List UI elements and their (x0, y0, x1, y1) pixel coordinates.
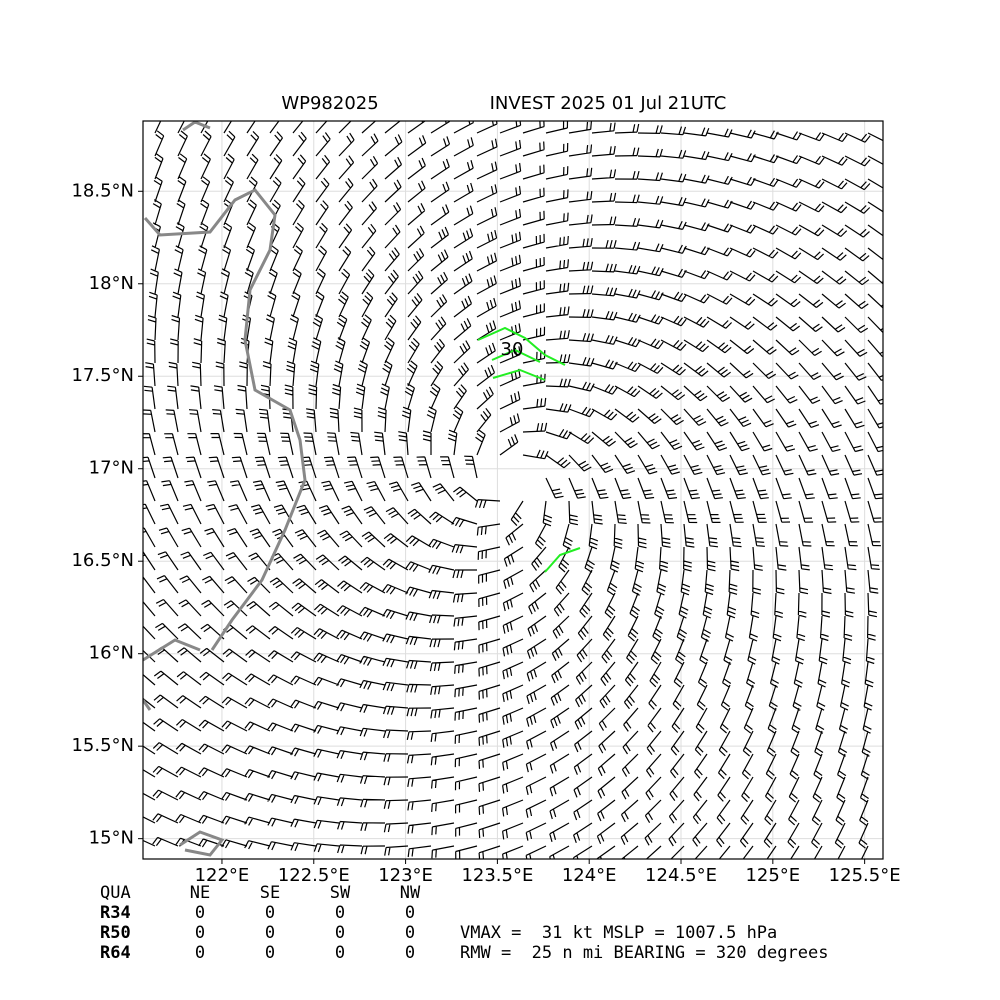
x-tick-label: 125.5°E (829, 865, 901, 886)
y-tick-label: 16.5°N (71, 550, 134, 571)
title-left: WP982025 (281, 93, 378, 114)
coastline (143, 121, 225, 857)
x-tick-label: 124°E (562, 865, 617, 886)
x-tick-label: 124.5°E (645, 865, 717, 886)
table-cell: 0 (405, 943, 415, 963)
wind-barbs (143, 121, 883, 859)
info-line: VMAX = 31 kt MSLP = 1007.5 hPa (460, 923, 777, 943)
wind-contour (477, 326, 581, 573)
y-tick-label: 15°N (89, 828, 134, 849)
table-cell: R34 (100, 903, 131, 923)
table-cell: 0 (195, 903, 205, 923)
table-header: NE (190, 883, 210, 903)
table-header: QUA (100, 883, 131, 903)
table-cell: 0 (195, 943, 205, 963)
coastline (143, 188, 307, 651)
y-tick-label: 17.5°N (71, 365, 134, 386)
x-tick-label: 123.5°E (461, 865, 533, 886)
table-cell: R50 (100, 923, 131, 943)
table-header: NW (400, 883, 421, 903)
x-tick-label: 123°E (378, 865, 433, 886)
table-header: SE (260, 883, 280, 903)
table-cell: R64 (100, 943, 131, 963)
y-tick-label: 15.5°N (71, 735, 134, 756)
table-cell: 0 (405, 903, 415, 923)
y-tick-label: 18°N (89, 273, 134, 294)
info-line: RMW = 25 n mi BEARING = 320 degrees (460, 943, 828, 963)
table-cell: 0 (265, 903, 275, 923)
contour-label: 30 (501, 339, 524, 360)
table-cell: 0 (405, 923, 415, 943)
y-tick-label: 16°N (89, 643, 134, 664)
table-header: SW (330, 883, 351, 903)
table-cell: 0 (335, 923, 345, 943)
table-cell: 0 (335, 943, 345, 963)
x-tick-label: 125°E (745, 865, 800, 886)
table-cell: 0 (335, 903, 345, 923)
table-cell: 0 (265, 923, 275, 943)
y-tick-label: 18.5°N (71, 180, 134, 201)
map-frame (142, 120, 884, 860)
y-tick-label: 17°N (89, 458, 134, 479)
x-tick-label: 122.5°E (278, 865, 350, 886)
table-cell: 0 (195, 923, 205, 943)
x-tick-label: 122°E (195, 865, 250, 886)
table-cell: 0 (265, 943, 275, 963)
title-right: INVEST 2025 01 Jul 21UTC (490, 93, 727, 114)
